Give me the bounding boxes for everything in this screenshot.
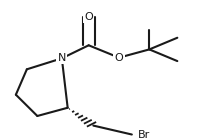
Text: O: O [84,12,93,22]
Text: N: N [58,53,66,63]
Text: O: O [115,53,123,63]
Text: Br: Br [138,130,150,139]
